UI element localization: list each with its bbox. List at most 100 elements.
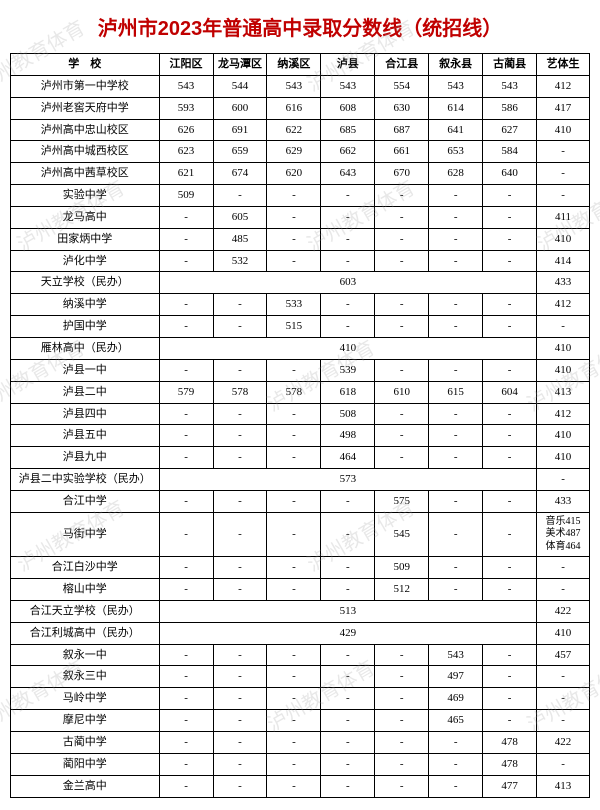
score-cell: 498 <box>321 425 375 447</box>
art-score-cell: - <box>537 688 590 710</box>
score-cell: - <box>267 206 321 228</box>
score-cell: - <box>267 185 321 207</box>
score-cell: - <box>483 250 537 272</box>
score-cell: - <box>375 644 429 666</box>
school-name-cell: 实验中学 <box>11 185 160 207</box>
table-row: 榕山中学----512--- <box>11 579 590 601</box>
school-name-cell: 合江白沙中学 <box>11 557 160 579</box>
score-cell: 674 <box>213 163 267 185</box>
art-score-cell: 417 <box>537 97 590 119</box>
table-row: 合江白沙中学----509--- <box>11 557 590 579</box>
score-cell: - <box>375 359 429 381</box>
score-cell: 641 <box>429 119 483 141</box>
score-cell: 469 <box>429 688 483 710</box>
score-cell: 616 <box>267 97 321 119</box>
score-cell: 623 <box>159 141 213 163</box>
score-cell: 605 <box>213 206 267 228</box>
score-cell: - <box>483 666 537 688</box>
score-cell: 593 <box>159 97 213 119</box>
table-row: 泸县二中579578578618610615604413 <box>11 381 590 403</box>
score-cell: - <box>267 447 321 469</box>
score-cell: 662 <box>321 141 375 163</box>
col-gulin: 古蔺县 <box>483 54 537 76</box>
page-title: 泸州市2023年普通高中录取分数线（统招线） <box>10 12 590 41</box>
score-cell: - <box>321 731 375 753</box>
col-longmatan: 龙马潭区 <box>213 54 267 76</box>
table-row: 泸州市第一中学校543544543543554543543412 <box>11 75 590 97</box>
art-score-cell: - <box>537 753 590 775</box>
score-cell: - <box>429 359 483 381</box>
table-row: 泸州高中城西校区623659629662661653584- <box>11 141 590 163</box>
school-name-cell: 合江中学 <box>11 490 160 512</box>
score-cell: 478 <box>483 753 537 775</box>
score-cell: 615 <box>429 381 483 403</box>
art-score-cell: 414 <box>537 250 590 272</box>
score-cell: - <box>321 316 375 338</box>
score-cell: - <box>159 688 213 710</box>
score-cell: - <box>159 490 213 512</box>
score-cell: - <box>159 206 213 228</box>
score-cell: - <box>267 490 321 512</box>
score-cell: 509 <box>159 185 213 207</box>
score-cell: - <box>213 294 267 316</box>
score-cell: 685 <box>321 119 375 141</box>
school-name-cell: 纳溪中学 <box>11 294 160 316</box>
score-cell: 584 <box>483 141 537 163</box>
school-name-cell: 龙马高中 <box>11 206 160 228</box>
table-row: 叙永一中-----543-457 <box>11 644 590 666</box>
score-cell: - <box>213 403 267 425</box>
score-cell: - <box>321 557 375 579</box>
score-cell: - <box>213 316 267 338</box>
score-cell: - <box>267 731 321 753</box>
score-cell: 610 <box>375 381 429 403</box>
header-row: 学 校 江阳区 龙马潭区 纳溪区 泸县 合江县 叙永县 古蔺县 艺体生 <box>11 54 590 76</box>
score-cell: 621 <box>159 163 213 185</box>
score-cell: 485 <box>213 228 267 250</box>
art-score-cell: 410 <box>537 119 590 141</box>
score-cell: - <box>159 753 213 775</box>
score-cell: 586 <box>483 97 537 119</box>
school-name-cell: 泸县五中 <box>11 425 160 447</box>
score-cell: - <box>483 185 537 207</box>
table-row: 合江天立学校（民办）513422 <box>11 600 590 622</box>
score-cell: - <box>321 250 375 272</box>
table-body: 泸州市第一中学校543544543543554543543412泸州老窖天府中学… <box>11 75 590 797</box>
score-cell: - <box>429 512 483 557</box>
score-cell: 604 <box>483 381 537 403</box>
score-cell: 629 <box>267 141 321 163</box>
score-cell: - <box>375 228 429 250</box>
table-row: 泸县四中---508---412 <box>11 403 590 425</box>
score-cell: 508 <box>321 403 375 425</box>
score-cell: - <box>483 490 537 512</box>
score-cell: - <box>321 512 375 557</box>
score-cell: - <box>483 403 537 425</box>
score-cell: - <box>267 557 321 579</box>
score-cell: 512 <box>375 579 429 601</box>
score-cell: - <box>159 512 213 557</box>
table-row: 天立学校（民办）603433 <box>11 272 590 294</box>
score-cell: - <box>483 294 537 316</box>
score-cell: - <box>159 710 213 732</box>
score-cell: 643 <box>321 163 375 185</box>
score-cell: 543 <box>483 75 537 97</box>
score-cell: - <box>159 447 213 469</box>
score-cell: 627 <box>483 119 537 141</box>
school-name-cell: 合江利城高中（民办） <box>11 622 160 644</box>
school-name-cell: 泸化中学 <box>11 250 160 272</box>
score-cell: - <box>429 403 483 425</box>
art-score-cell: 412 <box>537 75 590 97</box>
school-name-cell: 摩尼中学 <box>11 710 160 732</box>
score-cell: 478 <box>483 731 537 753</box>
school-name-cell: 金兰高中 <box>11 775 160 797</box>
score-cell: 600 <box>213 97 267 119</box>
score-cell: - <box>159 316 213 338</box>
col-xuyong: 叙永县 <box>429 54 483 76</box>
school-name-cell: 泸州市第一中学校 <box>11 75 160 97</box>
table-row: 泸州高中忠山校区626691622685687641627410 <box>11 119 590 141</box>
score-cell: - <box>159 731 213 753</box>
score-cell: 578 <box>213 381 267 403</box>
score-cell: 543 <box>429 75 483 97</box>
score-cell: - <box>429 250 483 272</box>
score-cell: - <box>483 206 537 228</box>
score-cell: - <box>213 710 267 732</box>
